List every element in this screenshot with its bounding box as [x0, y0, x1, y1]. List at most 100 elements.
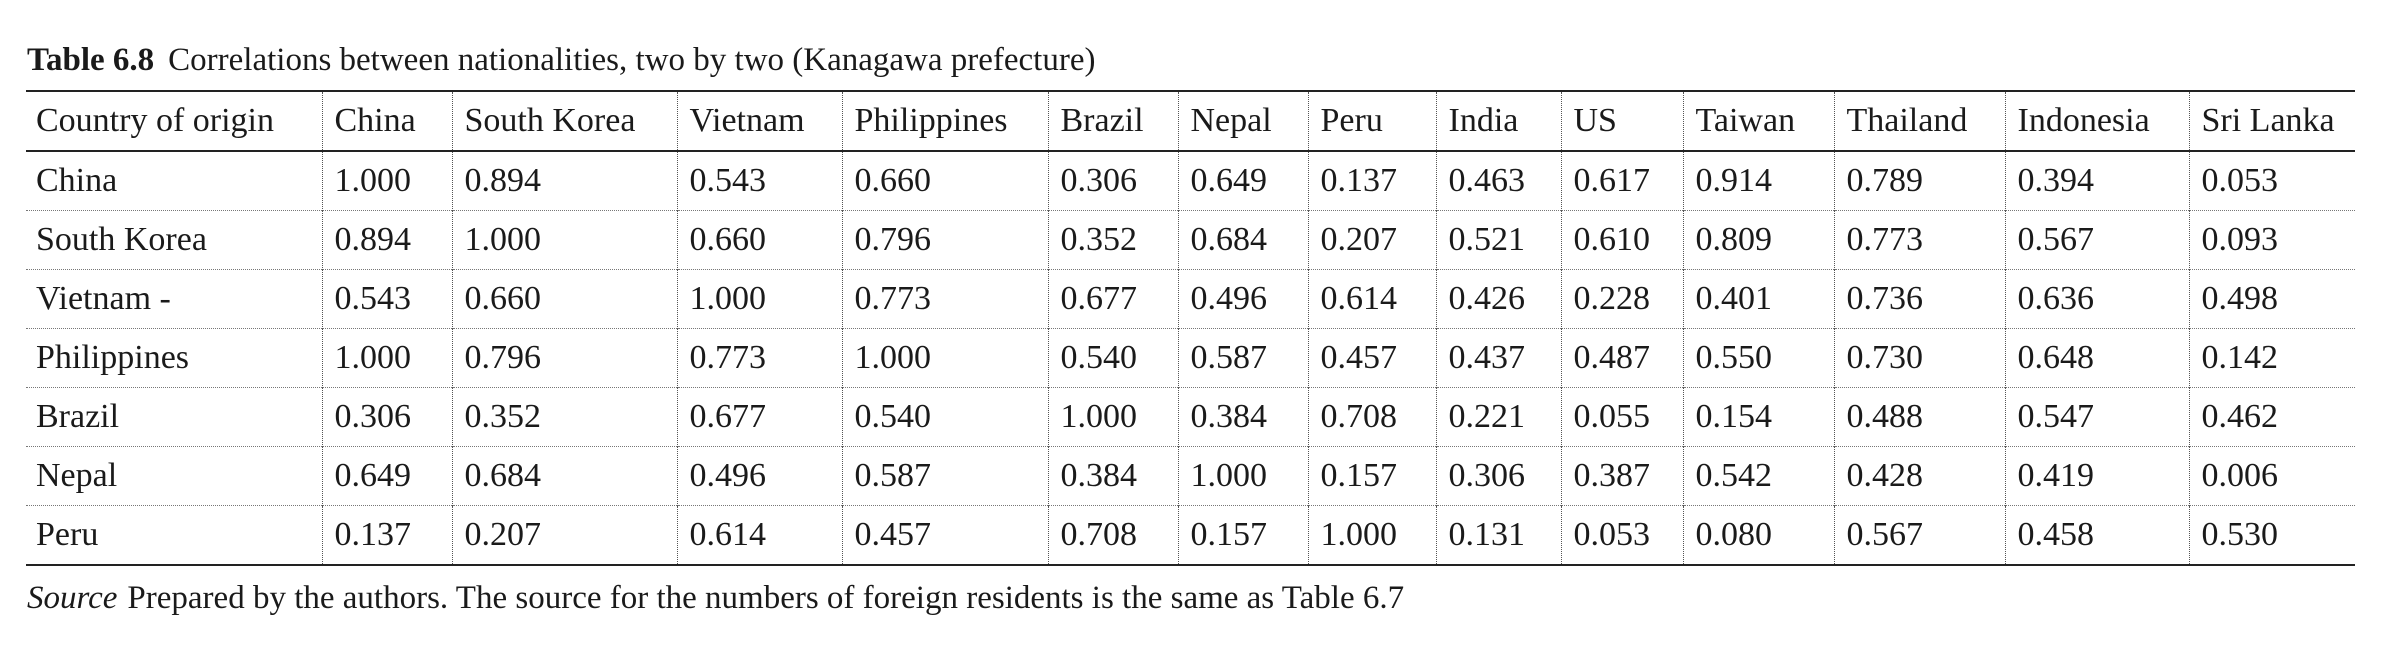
correlation-cell: 0.419 — [2004, 446, 2189, 506]
table-number: Table 6.8 — [27, 42, 155, 78]
correlation-cell: 0.736 — [1833, 269, 2005, 329]
correlation-cell: 0.660 — [676, 210, 842, 270]
table-title: Correlations between nationalities, two … — [168, 42, 1096, 78]
correlation-cell: 0.131 — [1435, 505, 1561, 565]
correlation-cell: 0.157 — [1307, 446, 1436, 506]
correlation-cell: 0.550 — [1682, 328, 1834, 388]
correlation-cell: 1.000 — [841, 328, 1048, 388]
correlation-cell: 0.540 — [1047, 328, 1178, 388]
row-label-cell: China — [36, 162, 118, 199]
correlation-table: Country of origin China South Korea Vietnam… — [26, 90, 2355, 566]
correlation-cell: 0.684 — [1177, 210, 1308, 270]
header-row: Country of origin China South Korea Vietnam… — [26, 91, 2355, 151]
correlation-cell: 0.228 — [1560, 269, 1683, 329]
header-cell: Brazil — [1047, 91, 1178, 151]
table-row: Philippines 1.000 0.796 0.773 1.000 0.540 0.58… — [26, 328, 2355, 388]
correlation-cell: 0.660 — [841, 151, 1048, 211]
correlation-cell: 0.458 — [2004, 505, 2189, 565]
correlation-cell: 0.457 — [1307, 328, 1436, 388]
correlation-cell: 0.547 — [2004, 387, 2189, 447]
correlation-cell: 1.000 — [1177, 446, 1308, 506]
source-label: Source — [27, 580, 118, 616]
correlation-cell: 0.730 — [1833, 328, 2005, 388]
correlation-cell: 0.221 — [1435, 387, 1561, 447]
correlation-cell: 0.789 — [1833, 151, 2005, 211]
header-cell: Taiwan — [1682, 91, 1834, 151]
correlation-cell: 0.587 — [1177, 328, 1308, 388]
correlation-cell: 0.796 — [451, 328, 677, 388]
header-cell: Vietnam — [676, 91, 842, 151]
correlation-cell: 0.137 — [321, 505, 452, 565]
header-cell: South Korea — [451, 91, 677, 151]
table-row: South Korea 0.894 1.000 0.660 0.796 0.352 0.68… — [26, 210, 2355, 270]
row-label-cell: Nepal — [36, 457, 118, 494]
correlation-cell: 0.567 — [2004, 210, 2189, 270]
correlation-cell: 0.053 — [2188, 151, 2355, 211]
correlation-cell: 0.207 — [1307, 210, 1436, 270]
correlation-cell: 0.543 — [321, 269, 452, 329]
correlation-cell: 0.055 — [1560, 387, 1683, 447]
correlation-cell: 0.306 — [1435, 446, 1561, 506]
correlation-cell: 0.496 — [676, 446, 842, 506]
correlation-cell: 1.000 — [676, 269, 842, 329]
correlation-cell: 0.352 — [451, 387, 677, 447]
correlation-cell: 0.462 — [2188, 387, 2355, 447]
header-cell-country-of-origin: Country of origin — [36, 102, 274, 139]
row-label-cell: Brazil — [36, 398, 120, 435]
table-row: Brazil 0.306 0.352 0.677 0.540 1.000 0.384 0.70… — [26, 387, 2355, 447]
header-cell: Sri Lanka — [2188, 91, 2355, 151]
correlation-cell: 0.677 — [676, 387, 842, 447]
correlation-cell: 0.437 — [1435, 328, 1561, 388]
correlation-cell: 0.306 — [1047, 151, 1178, 211]
correlation-cell: 0.207 — [451, 505, 677, 565]
correlation-cell: 0.636 — [2004, 269, 2189, 329]
correlation-cell: 0.610 — [1560, 210, 1683, 270]
correlation-cell: 0.677 — [1047, 269, 1178, 329]
source-text: Prepared by the authors. The source for … — [127, 580, 1405, 616]
table-row: China 1.000 0.894 0.543 0.660 0.306 0.649 0.137… — [26, 151, 2355, 211]
correlation-cell: 0.457 — [841, 505, 1048, 565]
correlation-cell: 0.809 — [1682, 210, 1834, 270]
source-note: Source Prepared by the authors. The sourc… — [27, 576, 1404, 620]
correlation-cell: 0.384 — [1177, 387, 1308, 447]
correlation-cell: 0.306 — [321, 387, 452, 447]
header-cell: Nepal — [1177, 91, 1308, 151]
correlation-cell: 0.006 — [2188, 446, 2355, 506]
correlation-cell: 0.521 — [1435, 210, 1561, 270]
correlation-cell: 0.384 — [1047, 446, 1178, 506]
correlation-cell: 0.894 — [451, 151, 677, 211]
correlation-cell: 0.496 — [1177, 269, 1308, 329]
header-cell: Thailand — [1833, 91, 2005, 151]
correlation-cell: 0.614 — [1307, 269, 1436, 329]
correlation-cell: 0.542 — [1682, 446, 1834, 506]
correlation-cell: 0.157 — [1177, 505, 1308, 565]
correlation-cell: 0.660 — [451, 269, 677, 329]
correlation-cell: 0.708 — [1047, 505, 1178, 565]
table-row: Vietnam -0.543 0.660 1.000 0.773 0.677 0.496 0… — [26, 269, 2355, 329]
correlation-cell: 0.498 — [2188, 269, 2355, 329]
correlation-cell: 1.000 — [451, 210, 677, 270]
correlation-cell: 0.649 — [321, 446, 452, 506]
correlation-cell: 0.080 — [1682, 505, 1834, 565]
table-header: Country of origin China South Korea Vietnam… — [26, 91, 2355, 151]
correlation-cell: 1.000 — [1307, 505, 1436, 565]
correlation-cell: 0.567 — [1833, 505, 2005, 565]
correlation-cell: 0.154 — [1682, 387, 1834, 447]
correlation-cell: 0.648 — [2004, 328, 2189, 388]
correlation-cell: 0.428 — [1833, 446, 2005, 506]
correlation-cell: 0.543 — [676, 151, 842, 211]
correlation-cell: 0.053 — [1560, 505, 1683, 565]
correlation-cell: 0.773 — [676, 328, 842, 388]
correlation-cell: 0.587 — [841, 446, 1048, 506]
correlation-cell: 0.387 — [1560, 446, 1683, 506]
table-row: Nepal 0.649 0.684 0.496 0.587 0.384 1.000 0.157… — [26, 446, 2355, 506]
correlation-cell: 0.142 — [2188, 328, 2355, 388]
header-cell: Indonesia — [2004, 91, 2189, 151]
row-label-cell: Peru — [36, 516, 99, 553]
correlation-cell: 0.487 — [1560, 328, 1683, 388]
correlation-cell: 1.000 — [321, 328, 452, 388]
correlation-cell: 1.000 — [1047, 387, 1178, 447]
row-label-cell: Vietnam - — [36, 280, 171, 317]
correlation-cell: 0.708 — [1307, 387, 1436, 447]
table-caption: Table 6.8 Correlations between nationalit… — [27, 38, 1095, 82]
